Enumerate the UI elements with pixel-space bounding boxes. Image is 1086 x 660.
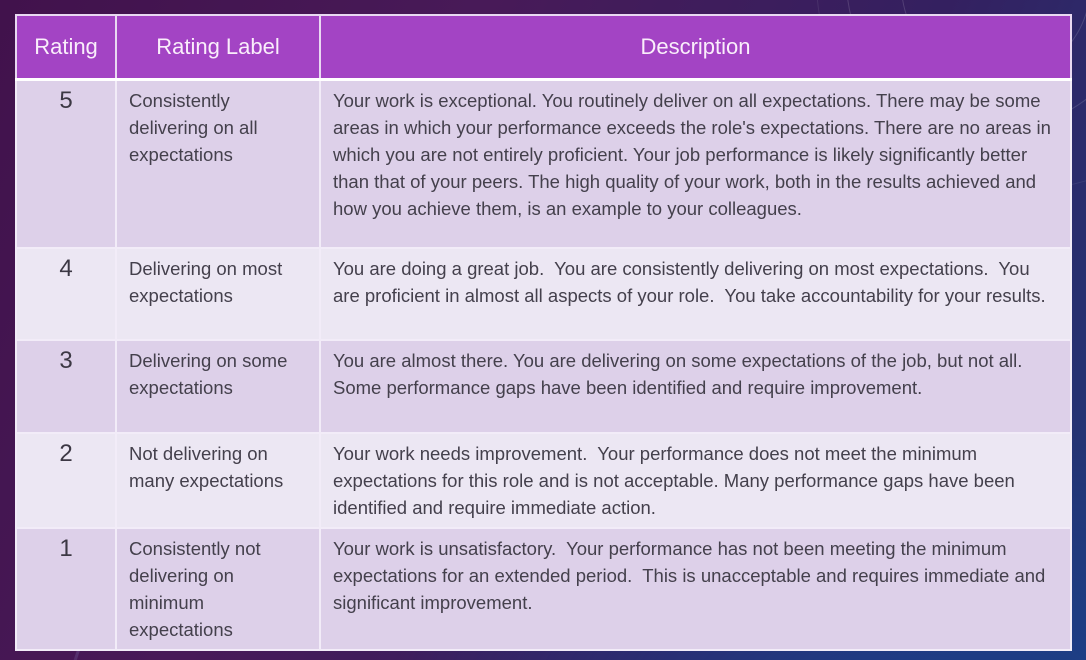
- table-header-row: Rating Rating Label Description: [15, 14, 1072, 81]
- rating-value: 1: [15, 527, 117, 651]
- table-row: 1 Consistently not delivering on minimum…: [15, 527, 1072, 651]
- rating-value: 4: [15, 247, 117, 341]
- table-body: 5 Consistently delivering on all expecta…: [15, 78, 1072, 651]
- rating-description: Your work needs improvement. Your perfor…: [319, 432, 1072, 529]
- rating-value: 3: [15, 339, 117, 434]
- rating-value: 2: [15, 432, 117, 529]
- rating-label: Not delivering on many expectations: [115, 432, 321, 529]
- rating-label: Delivering on most expectations: [115, 247, 321, 341]
- rating-description: Your work is unsatisfactory. Your perfor…: [319, 527, 1072, 651]
- rating-value: 5: [15, 78, 117, 249]
- rating-label: Consistently delivering on all expectati…: [115, 78, 321, 249]
- table-row: 3 Delivering on some expectations You ar…: [15, 339, 1072, 434]
- header-rating: Rating: [15, 14, 117, 81]
- performance-rating-table: Rating Rating Label Description 5 Consis…: [15, 14, 1072, 651]
- rating-label: Delivering on some expectations: [115, 339, 321, 434]
- rating-description: You are almost there. You are delivering…: [319, 339, 1072, 434]
- table-row: 4 Delivering on most expectations You ar…: [15, 247, 1072, 341]
- header-description: Description: [319, 14, 1072, 81]
- rating-description: Your work is exceptional. You routinely …: [319, 78, 1072, 249]
- rating-description: You are doing a great job. You are consi…: [319, 247, 1072, 341]
- header-rating-label: Rating Label: [115, 14, 321, 81]
- table-row: 2 Not delivering on many expectations Yo…: [15, 432, 1072, 529]
- rating-label: Consistently not delivering on minimum e…: [115, 527, 321, 651]
- table-row: 5 Consistently delivering on all expecta…: [15, 78, 1072, 249]
